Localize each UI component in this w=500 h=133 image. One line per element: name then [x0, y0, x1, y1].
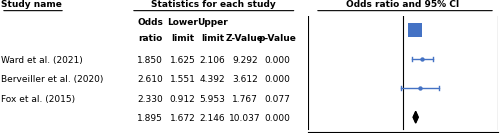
Text: 3.612: 3.612 [232, 75, 258, 84]
Text: 9.292: 9.292 [232, 56, 258, 65]
Text: 2.610: 2.610 [137, 75, 163, 84]
Text: 10.037: 10.037 [229, 114, 261, 123]
Text: Study name: Study name [1, 0, 62, 9]
Text: Ward et al. (2021): Ward et al. (2021) [1, 56, 83, 65]
Text: 5.953: 5.953 [200, 95, 226, 104]
Text: p-Value: p-Value [258, 34, 296, 43]
Point [418, 58, 426, 60]
Text: 1.895: 1.895 [137, 114, 163, 123]
Text: 1.551: 1.551 [170, 75, 196, 84]
Text: Odds: Odds [137, 18, 163, 27]
Point [416, 87, 424, 89]
Text: limit: limit [201, 34, 224, 43]
Text: 0.000: 0.000 [264, 56, 290, 65]
Text: Lower: Lower [167, 18, 198, 27]
Text: 1.672: 1.672 [170, 114, 196, 123]
Point [411, 29, 419, 32]
Text: 0.000: 0.000 [264, 114, 290, 123]
Polygon shape [413, 111, 418, 123]
Text: Statistics for each study: Statistics for each study [151, 0, 276, 9]
Text: 2.330: 2.330 [137, 95, 163, 104]
Text: 1.767: 1.767 [232, 95, 258, 104]
Text: 2.106: 2.106 [200, 56, 226, 65]
Text: 0.000: 0.000 [264, 75, 290, 84]
Text: 2.146: 2.146 [200, 114, 226, 123]
Text: Z-Value: Z-Value [226, 34, 264, 43]
Text: Berveiller et al. (2020): Berveiller et al. (2020) [1, 75, 104, 84]
Text: Upper: Upper [197, 18, 228, 27]
Text: 4.392: 4.392 [200, 75, 226, 84]
Text: 0.077: 0.077 [264, 95, 290, 104]
Text: limit: limit [171, 34, 194, 43]
Text: ratio: ratio [138, 34, 162, 43]
Text: 1.850: 1.850 [137, 56, 163, 65]
Text: 0.912: 0.912 [170, 95, 196, 104]
Text: Fox et al. (2015): Fox et al. (2015) [1, 95, 75, 104]
Text: Odds ratio and 95% CI: Odds ratio and 95% CI [346, 0, 459, 9]
Text: 1.625: 1.625 [170, 56, 196, 65]
